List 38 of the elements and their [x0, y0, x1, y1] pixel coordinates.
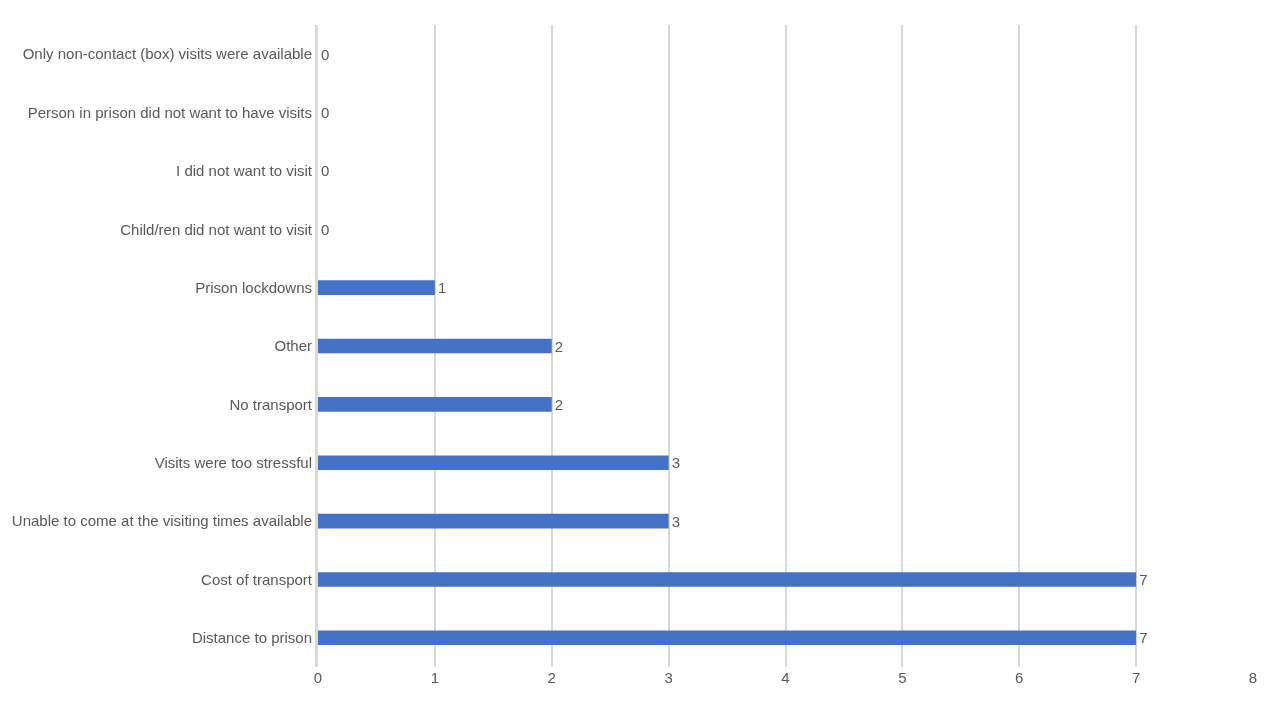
data-label: 2	[554, 337, 564, 355]
bar	[318, 338, 552, 354]
bar	[318, 397, 552, 412]
y-tick-label: I did not want to visit	[176, 162, 313, 180]
y-tick-label: Other	[274, 337, 312, 355]
x-tick-label: 4	[781, 669, 790, 686]
y-tick-label: Person in prison did not want to have visits	[27, 103, 312, 121]
bar	[318, 513, 669, 529]
y-tick-label: Prison lockdowns	[195, 278, 312, 296]
x-tick-label: 8	[1248, 669, 1258, 686]
y-tick-label: Visits were too stressful	[154, 453, 312, 471]
x-tick-label: 6	[1015, 669, 1024, 686]
data-label: 2	[554, 395, 564, 413]
data-label: 7	[1139, 570, 1148, 588]
data-label: 3	[671, 512, 680, 530]
data-label: 7	[1139, 629, 1148, 647]
y-tick-label: Only non-contact (box) visits were available	[22, 45, 312, 63]
y-tick-label: Unable to come at the visiting times available	[11, 512, 312, 530]
y-tick-label: Child/ren did not want to visit	[120, 220, 313, 238]
data-label: 0	[321, 162, 330, 180]
bar	[318, 630, 1137, 646]
y-tick-label: Distance to prison	[191, 629, 312, 647]
data-label: 0	[321, 104, 330, 122]
bar	[318, 280, 435, 295]
data-label: 3	[671, 454, 680, 472]
x-tick-label: 7	[1131, 669, 1141, 686]
data-label: 1	[437, 279, 447, 297]
bar	[318, 455, 669, 471]
x-tick-label: 5	[898, 669, 907, 686]
bar	[318, 572, 1137, 587]
x-tick-label: 3	[664, 669, 673, 686]
x-tick-label: 1	[430, 669, 440, 686]
x-tick-label: 0	[313, 669, 323, 686]
data-label: 0	[321, 220, 330, 238]
x-tick-label: 2	[547, 669, 556, 686]
data-label: 0	[321, 45, 330, 63]
y-tick-label: No transport	[229, 395, 313, 413]
y-tick-label: Cost of transport	[201, 570, 313, 588]
